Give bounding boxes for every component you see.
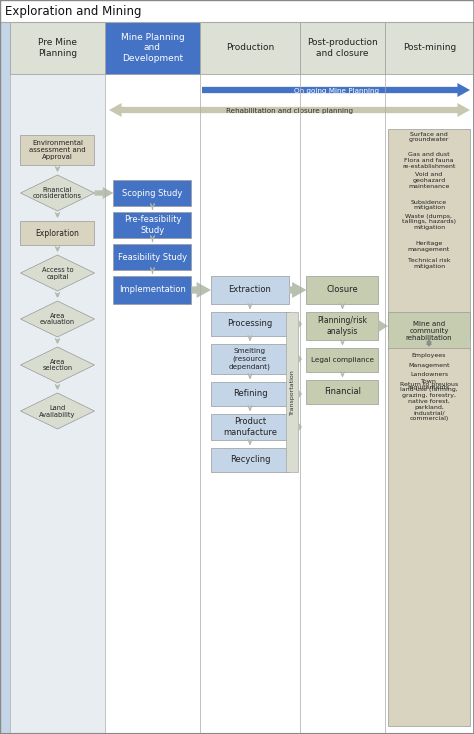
Text: Post-mining: Post-mining xyxy=(403,43,456,53)
Text: Mine Planning
and
Development: Mine Planning and Development xyxy=(120,33,184,63)
Bar xyxy=(388,312,470,350)
Text: Access to
capital: Access to capital xyxy=(42,266,73,280)
Bar xyxy=(10,0,105,734)
Text: Pre-feasibility
Study: Pre-feasibility Study xyxy=(124,215,181,235)
Polygon shape xyxy=(109,103,470,117)
Text: Processing: Processing xyxy=(228,319,273,329)
Polygon shape xyxy=(298,389,302,399)
Polygon shape xyxy=(20,175,94,211)
Text: Scoping Study: Scoping Study xyxy=(122,189,182,197)
Polygon shape xyxy=(94,187,113,199)
Bar xyxy=(20,135,94,165)
Bar xyxy=(211,312,289,336)
Polygon shape xyxy=(20,347,94,383)
Bar xyxy=(300,0,385,734)
Text: Post-production
and closure: Post-production and closure xyxy=(307,38,378,58)
Text: Technical risk
mitigation: Technical risk mitigation xyxy=(408,258,450,269)
Text: Production: Production xyxy=(226,43,274,53)
Text: Surface and
groundwater: Surface and groundwater xyxy=(409,131,449,142)
Bar xyxy=(20,221,94,245)
Text: Exploration: Exploration xyxy=(36,228,80,238)
Text: Subsidence
mitigation: Subsidence mitigation xyxy=(411,200,447,211)
Bar xyxy=(211,276,289,304)
Bar xyxy=(200,0,300,734)
Text: Land
Availability: Land Availability xyxy=(39,404,76,418)
Text: Legal compliance: Legal compliance xyxy=(311,357,374,363)
Bar xyxy=(300,22,385,74)
Bar xyxy=(113,180,191,206)
Text: Implementation: Implementation xyxy=(119,286,186,294)
Text: Product
manufacture: Product manufacture xyxy=(223,418,277,437)
Text: Refining: Refining xyxy=(233,390,267,399)
Text: Financial: Financial xyxy=(324,388,361,396)
Text: Mine and
community
rehabilitation: Mine and community rehabilitation xyxy=(406,321,452,341)
Text: Area
evaluation: Area evaluation xyxy=(40,313,75,325)
Text: Heritage
management: Heritage management xyxy=(408,241,450,252)
Text: Extraction: Extraction xyxy=(228,286,272,294)
Polygon shape xyxy=(298,319,302,329)
Text: Smelting
(resource
dependant): Smelting (resource dependant) xyxy=(229,349,271,369)
Text: Planning/risk
analysis: Planning/risk analysis xyxy=(318,316,367,335)
Text: Transportation: Transportation xyxy=(290,369,294,415)
Bar xyxy=(211,382,289,406)
Bar xyxy=(307,348,379,372)
Polygon shape xyxy=(20,255,94,291)
Bar xyxy=(113,276,191,304)
Polygon shape xyxy=(289,282,307,298)
Text: Employees: Employees xyxy=(412,354,446,358)
Polygon shape xyxy=(298,354,302,364)
Text: Feasibility Study: Feasibility Study xyxy=(118,252,187,261)
Bar xyxy=(113,212,191,238)
Bar xyxy=(307,380,379,404)
Bar xyxy=(211,448,289,472)
Polygon shape xyxy=(202,83,470,97)
Bar xyxy=(10,22,105,74)
Bar xyxy=(0,0,474,22)
Bar xyxy=(211,414,289,440)
Bar xyxy=(105,22,200,74)
Polygon shape xyxy=(20,301,94,337)
Polygon shape xyxy=(20,393,94,429)
Text: Gas and dust: Gas and dust xyxy=(408,151,450,156)
Text: Town
requirements: Town requirements xyxy=(408,379,450,390)
Bar xyxy=(388,129,470,339)
Bar xyxy=(286,312,298,472)
Text: Management: Management xyxy=(408,363,450,368)
Text: Waste (dumps,
tallings, hazards)
mitigation: Waste (dumps, tallings, hazards) mitigat… xyxy=(402,214,456,230)
Bar xyxy=(307,276,379,304)
Bar xyxy=(0,0,10,734)
Text: Rehabilitation and closure planning: Rehabilitation and closure planning xyxy=(226,108,353,114)
Text: On going Mine Planning: On going Mine Planning xyxy=(294,88,380,94)
Text: Financial
considerations: Financial considerations xyxy=(33,186,82,200)
Polygon shape xyxy=(191,282,211,298)
Text: Void and
geohazard
maintenance: Void and geohazard maintenance xyxy=(408,172,450,189)
Text: Exploration and Mining: Exploration and Mining xyxy=(5,4,142,18)
Text: Environmental
assessment and
Approval: Environmental assessment and Approval xyxy=(29,140,86,160)
Bar xyxy=(113,244,191,270)
Polygon shape xyxy=(379,320,388,332)
Text: Pre Mine
Planning: Pre Mine Planning xyxy=(38,38,77,58)
Bar xyxy=(385,22,474,74)
Text: Area
selection: Area selection xyxy=(43,358,73,371)
Bar xyxy=(388,348,470,726)
Text: Flora and fauna
re-establishment: Flora and fauna re-establishment xyxy=(402,158,456,169)
Text: Landowners: Landowners xyxy=(410,372,448,377)
Bar xyxy=(307,312,379,340)
Bar xyxy=(200,22,300,74)
Text: Return to previous
land-use (farming,
grazing, forestry,
native forest,
parkland: Return to previous land-use (farming, gr… xyxy=(400,382,458,421)
Bar xyxy=(105,0,200,734)
Polygon shape xyxy=(298,422,302,432)
Bar xyxy=(211,344,289,374)
Text: Recycling: Recycling xyxy=(230,456,270,465)
Bar xyxy=(385,0,474,734)
Text: Closure: Closure xyxy=(327,286,358,294)
